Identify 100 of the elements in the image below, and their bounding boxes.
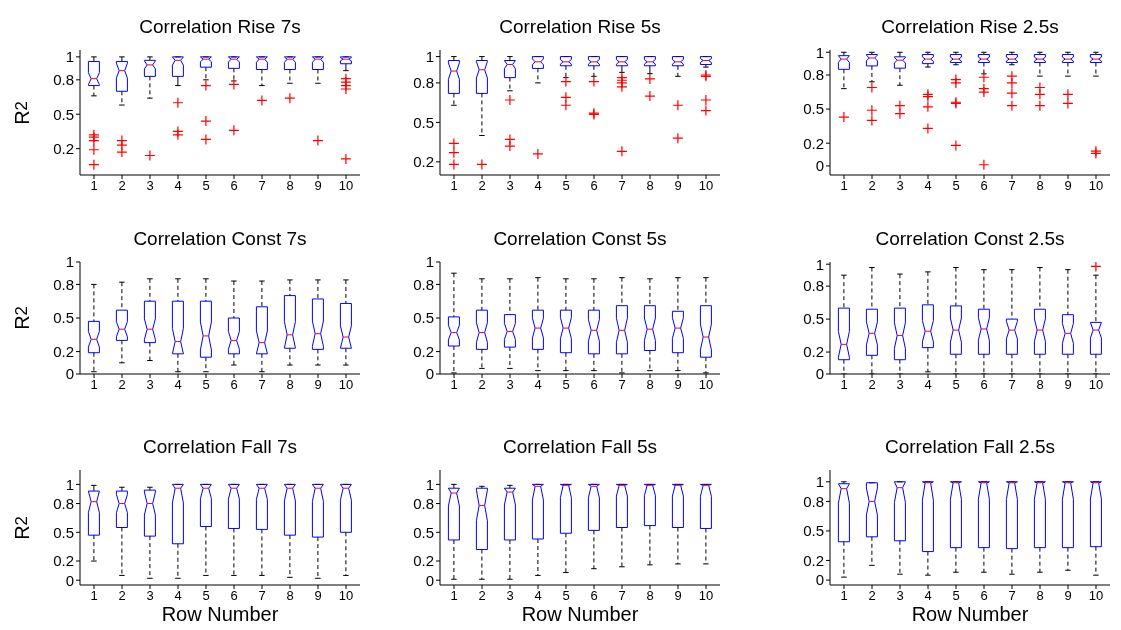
x-tick-label: 10 xyxy=(1088,377,1104,393)
x-tick-label: 2 xyxy=(868,178,876,194)
y-tick-label: 0.2 xyxy=(803,134,824,152)
x-tick-label: 9 xyxy=(674,377,682,393)
chart-title: Correlation Fall 5s xyxy=(501,435,659,459)
chart-title: Correlation Rise 5s xyxy=(498,15,662,39)
x-tick-label: 4 xyxy=(174,588,182,604)
x-tick-label: 8 xyxy=(286,178,294,194)
x-tick-label: 10 xyxy=(1088,588,1104,604)
x-tick-label: 4 xyxy=(534,588,542,604)
y-tick-label: 0 xyxy=(65,571,74,589)
x-tick-label: 8 xyxy=(646,178,654,194)
y-tick-label: 0 xyxy=(425,571,434,589)
x-axis-title: Row Number xyxy=(910,603,1030,625)
x-tick-label: 8 xyxy=(646,377,654,393)
x-tick-label: 5 xyxy=(952,377,960,393)
x-tick-label: 7 xyxy=(258,377,266,393)
y-tick-label: 0.2 xyxy=(53,342,74,360)
x-tick-label: 4 xyxy=(534,178,542,194)
chart-title: Correlation Const 5s xyxy=(492,227,668,251)
y-tick-label: 0 xyxy=(815,365,824,383)
x-tick-label: 2 xyxy=(478,588,486,604)
x-tick-label: 4 xyxy=(534,377,542,393)
x-tick-label: 2 xyxy=(118,377,126,393)
x-tick-label: 8 xyxy=(286,588,294,604)
x-tick-label: 5 xyxy=(562,588,570,604)
chart-title: Correlation Fall 7s xyxy=(141,435,299,459)
x-tick-label: 5 xyxy=(562,178,570,194)
y-tick-label: 1 xyxy=(815,255,824,273)
x-tick-label: 1 xyxy=(840,178,848,194)
y-tick-label: 0.2 xyxy=(53,552,74,570)
x-tick-label: 6 xyxy=(590,588,598,604)
x-tick-label: 7 xyxy=(1008,588,1016,604)
x-tick-label: 4 xyxy=(174,178,182,194)
x-tick-label: 6 xyxy=(590,178,598,194)
x-tick-label: 6 xyxy=(980,377,988,393)
y-tick-label: 0.8 xyxy=(803,492,824,510)
x-tick-label: 9 xyxy=(674,588,682,604)
y-tick-label: 0.5 xyxy=(803,100,824,118)
x-tick-label: 4 xyxy=(924,377,932,393)
x-tick-label: 1 xyxy=(840,377,848,393)
x-tick-label: 8 xyxy=(1036,588,1044,604)
y-tick-label: 0 xyxy=(65,365,74,383)
x-tick-label: 2 xyxy=(478,178,486,194)
x-tick-label: 10 xyxy=(698,377,714,393)
y-tick-label: 0.5 xyxy=(803,310,824,328)
x-tick-label: 7 xyxy=(618,377,626,393)
x-tick-label: 8 xyxy=(286,377,294,393)
x-tick-label: 2 xyxy=(118,178,126,194)
x-tick-label: 1 xyxy=(90,178,98,194)
x-tick-label: 8 xyxy=(1036,377,1044,393)
x-tick-label: 1 xyxy=(450,178,458,194)
x-tick-label: 4 xyxy=(174,377,182,393)
y-tick-label: 0.2 xyxy=(803,343,824,361)
y-tick-label: 0.8 xyxy=(413,74,434,92)
chart-title: Correlation Fall 2.5s xyxy=(884,435,1056,459)
x-tick-label: 1 xyxy=(840,588,848,604)
x-tick-label: 9 xyxy=(314,377,322,393)
y-tick-label: 0.5 xyxy=(413,523,434,541)
x-tick-label: 5 xyxy=(952,588,960,604)
x-tick-label: 3 xyxy=(896,588,904,604)
x-tick-label: 7 xyxy=(618,588,626,604)
y-tick-label: 0 xyxy=(815,157,824,175)
x-tick-label: 10 xyxy=(1088,178,1104,194)
y-tick-label: 0.2 xyxy=(413,552,434,570)
x-tick-label: 3 xyxy=(896,178,904,194)
x-tick-label: 7 xyxy=(1008,178,1016,194)
x-tick-label: 3 xyxy=(146,588,154,604)
x-tick-label: 1 xyxy=(90,377,98,393)
chart-title: Correlation Rise 7s xyxy=(138,15,302,39)
x-tick-label: 7 xyxy=(258,178,266,194)
y-tick-label: 0.8 xyxy=(803,277,824,295)
y-tick-label: 0.8 xyxy=(803,66,824,84)
y-tick-label: 0 xyxy=(815,571,824,589)
x-tick-label: 5 xyxy=(952,178,960,194)
y-tick-label: 0.5 xyxy=(413,113,434,131)
y-tick-label: 0.2 xyxy=(413,342,434,360)
y-tick-label: 0.8 xyxy=(53,71,74,89)
y-tick-label: 0.8 xyxy=(53,275,74,293)
x-tick-label: 3 xyxy=(506,178,514,194)
y-tick-label: 0.5 xyxy=(413,309,434,327)
x-tick-label: 9 xyxy=(1064,178,1072,194)
x-tick-label: 6 xyxy=(980,178,988,194)
chart-title: Correlation Const 2.5s xyxy=(874,227,1066,251)
y-tick-label: 1 xyxy=(65,475,74,493)
x-tick-label: 5 xyxy=(562,377,570,393)
x-tick-label: 10 xyxy=(698,588,714,604)
y-tick-label: 1 xyxy=(425,47,434,65)
y-tick-label: 1 xyxy=(425,253,434,271)
x-tick-label: 3 xyxy=(506,377,514,393)
y-tick-label: 0.8 xyxy=(53,494,74,512)
y-tick-label: 0.8 xyxy=(413,494,434,512)
x-tick-label: 2 xyxy=(868,377,876,393)
y-tick-label: 0.2 xyxy=(53,139,74,157)
x-tick-label: 10 xyxy=(338,377,354,393)
y-tick-label: 0.2 xyxy=(803,551,824,569)
x-tick-label: 9 xyxy=(1064,588,1072,604)
y-tick-label: 1 xyxy=(815,43,824,61)
x-tick-label: 10 xyxy=(338,178,354,194)
y-tick-label: 0.5 xyxy=(53,309,74,327)
